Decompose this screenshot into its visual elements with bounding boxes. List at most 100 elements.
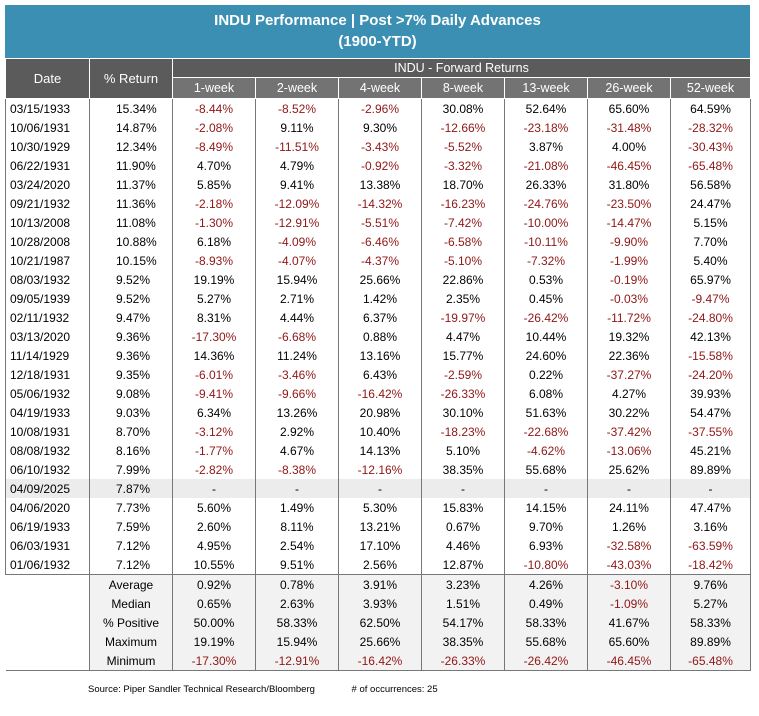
table-row: 10/28/2008 10.88% 6.18% -4.09% -6.46% -6.58% -… bbox=[5, 232, 752, 251]
date-cell: 10/28/2008 bbox=[5, 232, 90, 251]
forward-return-cell: 15.94% bbox=[255, 270, 339, 289]
forward-return-cell: 65.97% bbox=[669, 270, 752, 289]
forward-return-cell: 11.24% bbox=[255, 346, 339, 365]
period-header-52-week: 52-week bbox=[669, 77, 752, 99]
forward-return-cell: 31.80% bbox=[587, 175, 671, 194]
return-cell: 9.52% bbox=[89, 289, 173, 308]
forward-return-cell: -2.18% bbox=[172, 194, 256, 213]
table-row: 10/21/1987 10.15% -8.93% -4.07% -4.37% -5.10%… bbox=[5, 251, 752, 270]
date-cell: 10/06/1931 bbox=[5, 118, 90, 137]
forward-return-cell: 24.60% bbox=[504, 346, 588, 365]
forward-return-cell: -11.51% bbox=[255, 137, 339, 156]
summary-value: 50.00% bbox=[172, 613, 256, 632]
forward-return-cell: 39.93% bbox=[669, 384, 752, 403]
footer: Source: Piper Sandler Technical Research… bbox=[88, 684, 438, 695]
occurrence-count: # of occurrences: 25 bbox=[351, 684, 438, 695]
forward-return-cell: 55.68% bbox=[504, 460, 588, 479]
forward-return-cell: 5.15% bbox=[669, 213, 752, 232]
summary-spacer bbox=[5, 613, 90, 632]
forward-return-cell: -3.43% bbox=[338, 137, 422, 156]
period-header-4-week: 4-week bbox=[338, 77, 422, 99]
forward-return-cell: -8.44% bbox=[172, 98, 256, 118]
forward-return-cell: 12.87% bbox=[421, 555, 505, 575]
summary-spacer bbox=[5, 651, 90, 671]
date-cell: 08/08/1932 bbox=[5, 441, 90, 460]
summary-value: 9.76% bbox=[669, 574, 752, 594]
forward-return-cell: 9.41% bbox=[255, 175, 339, 194]
return-column-header: % Return bbox=[89, 58, 173, 99]
summary-row: Average 0.92% 0.78% 3.91% 3.23% 4.26% -3.10% 9.… bbox=[5, 574, 752, 594]
forward-return-cell: -30.43% bbox=[669, 137, 752, 156]
forward-return-cell: 51.63% bbox=[504, 403, 588, 422]
returns-table: Date % Return INDU - Forward Returns 1-w… bbox=[5, 58, 752, 671]
forward-return-cell: -0.03% bbox=[587, 289, 671, 308]
forward-return-cell: 2.71% bbox=[255, 289, 339, 308]
forward-return-cell: -4.37% bbox=[338, 251, 422, 270]
summary-value: 5.27% bbox=[669, 594, 752, 613]
forward-return-cell: 4.46% bbox=[421, 536, 505, 555]
forward-return-cell: 14.36% bbox=[172, 346, 256, 365]
summary-value: -46.45% bbox=[587, 651, 671, 671]
forward-return-cell: -21.08% bbox=[504, 156, 588, 175]
return-cell: 10.15% bbox=[89, 251, 173, 270]
summary-label: % Positive bbox=[89, 613, 173, 632]
forward-return-cell: -2.82% bbox=[172, 460, 256, 479]
summary-value: 3.93% bbox=[338, 594, 422, 613]
date-cell: 09/05/1939 bbox=[5, 289, 90, 308]
summary-value: 58.33% bbox=[504, 613, 588, 632]
forward-return-cell: -46.45% bbox=[587, 156, 671, 175]
forward-return-cell: 4.67% bbox=[255, 441, 339, 460]
table-row: 08/08/1932 8.16% -1.77% 4.67% 14.13% 5.10% -4.… bbox=[5, 441, 752, 460]
forward-returns-group-header: INDU - Forward Returns bbox=[171, 58, 752, 78]
forward-return-cell: 1.26% bbox=[587, 517, 671, 536]
forward-return-cell: -26.42% bbox=[504, 308, 588, 327]
forward-return-cell: 0.45% bbox=[504, 289, 588, 308]
forward-return-cell: -10.80% bbox=[504, 555, 588, 575]
forward-return-cell: 19.19% bbox=[172, 270, 256, 289]
forward-return-cell: - bbox=[421, 479, 505, 498]
forward-return-cell: -24.20% bbox=[669, 365, 752, 384]
return-cell: 11.90% bbox=[89, 156, 173, 175]
forward-return-cell: 13.21% bbox=[338, 517, 422, 536]
return-cell: 9.08% bbox=[89, 384, 173, 403]
return-cell: 9.52% bbox=[89, 270, 173, 289]
summary-value: 1.51% bbox=[421, 594, 505, 613]
forward-return-cell: 9.51% bbox=[255, 555, 339, 575]
return-cell: 11.08% bbox=[89, 213, 173, 232]
summary-spacer bbox=[5, 594, 90, 613]
date-cell: 10/30/1929 bbox=[5, 137, 90, 156]
forward-return-cell: -18.23% bbox=[421, 422, 505, 441]
summary-value: -65.48% bbox=[669, 651, 752, 671]
forward-return-cell: -10.00% bbox=[504, 213, 588, 232]
forward-return-cell: 6.37% bbox=[338, 308, 422, 327]
table-row: 04/06/2020 7.73% 5.60% 1.49% 5.30% 15.83% 14.1… bbox=[5, 498, 752, 517]
forward-return-cell: -1.99% bbox=[587, 251, 671, 270]
forward-return-cell: -7.32% bbox=[504, 251, 588, 270]
forward-return-cell: -2.59% bbox=[421, 365, 505, 384]
forward-return-cell: -5.10% bbox=[421, 251, 505, 270]
forward-return-cell: -43.03% bbox=[587, 555, 671, 575]
period-header-8-week: 8-week bbox=[421, 77, 505, 99]
forward-return-cell: -5.51% bbox=[338, 213, 422, 232]
forward-return-cell: 4.47% bbox=[421, 327, 505, 346]
forward-return-cell: -4.07% bbox=[255, 251, 339, 270]
date-cell: 01/06/1932 bbox=[5, 555, 90, 575]
date-cell: 09/21/1932 bbox=[5, 194, 90, 213]
summary-value: 89.89% bbox=[669, 632, 752, 651]
table-row: 01/06/1932 7.12% 10.55% 9.51% 2.56% 12.87% -10… bbox=[5, 555, 752, 575]
forward-return-cell: 0.88% bbox=[338, 327, 422, 346]
date-cell: 05/06/1932 bbox=[5, 384, 90, 403]
date-cell: 11/14/1929 bbox=[5, 346, 90, 365]
date-cell: 03/13/2020 bbox=[5, 327, 90, 346]
forward-return-cell: -9.41% bbox=[172, 384, 256, 403]
forward-return-cell: -32.58% bbox=[587, 536, 671, 555]
forward-return-cell: 6.34% bbox=[172, 403, 256, 422]
date-cell: 08/03/1932 bbox=[5, 270, 90, 289]
summary-row: Maximum 19.19% 15.94% 25.66% 38.35% 55.68% 65.… bbox=[5, 632, 752, 651]
return-cell: 12.34% bbox=[89, 137, 173, 156]
summary-value: 55.68% bbox=[504, 632, 588, 651]
table-row: 06/19/1933 7.59% 2.60% 8.11% 13.21% 0.67% 9.70… bbox=[5, 517, 752, 536]
table-row: 09/05/1939 9.52% 5.27% 2.71% 1.42% 2.35% 0.45%… bbox=[5, 289, 752, 308]
forward-return-cell: 15.77% bbox=[421, 346, 505, 365]
forward-return-cell: 5.27% bbox=[172, 289, 256, 308]
